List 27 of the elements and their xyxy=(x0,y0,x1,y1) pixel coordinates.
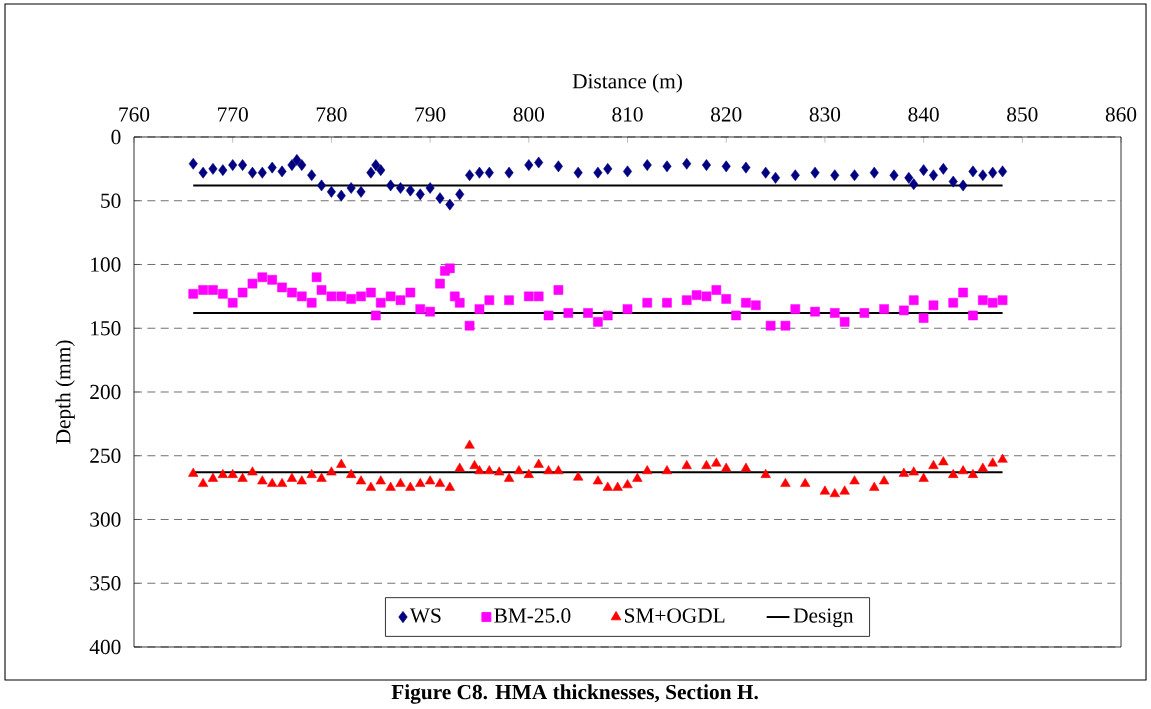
x-tick-label: 860 xyxy=(1105,107,1137,122)
x-tick-label: 790 xyxy=(415,107,446,122)
legend-label: SM+OGDL xyxy=(625,608,725,623)
legend-label: WS xyxy=(409,608,441,623)
x-tick-label: 850 xyxy=(1007,107,1038,122)
x-tick-label: 780 xyxy=(316,107,347,122)
text: Figure C8. HMA thicknesses, Section H. xyxy=(391,684,758,704)
x-tick-label: 770 xyxy=(218,107,248,122)
y-tick-label: 300 xyxy=(90,512,121,527)
y-tick-label: 400 xyxy=(89,639,121,655)
x-tick-label: 820 xyxy=(711,107,742,122)
legend-label: Design xyxy=(793,608,854,628)
y-tick-label: 200 xyxy=(90,384,121,400)
y-tick-label: 0 xyxy=(111,129,121,145)
y-tick-label: 150 xyxy=(91,321,121,336)
x-axis-title: Distance (m) xyxy=(572,73,682,93)
y-tick-label: 50 xyxy=(101,193,121,208)
y-axis-title: Depth (mm) xyxy=(55,340,75,444)
x-tick-label: 840 xyxy=(908,107,939,122)
x-tick-label: 830 xyxy=(809,107,841,122)
x-tick-label: 810 xyxy=(612,107,643,122)
y-tick-label: 250 xyxy=(90,448,121,463)
y-tick-label: 100 xyxy=(91,257,121,272)
x-tick-label: 760 xyxy=(119,107,150,122)
x-tick-label: 800 xyxy=(513,107,544,122)
y-tick-label: 350 xyxy=(90,576,121,591)
legend-label: BM-25.0 xyxy=(494,608,571,623)
